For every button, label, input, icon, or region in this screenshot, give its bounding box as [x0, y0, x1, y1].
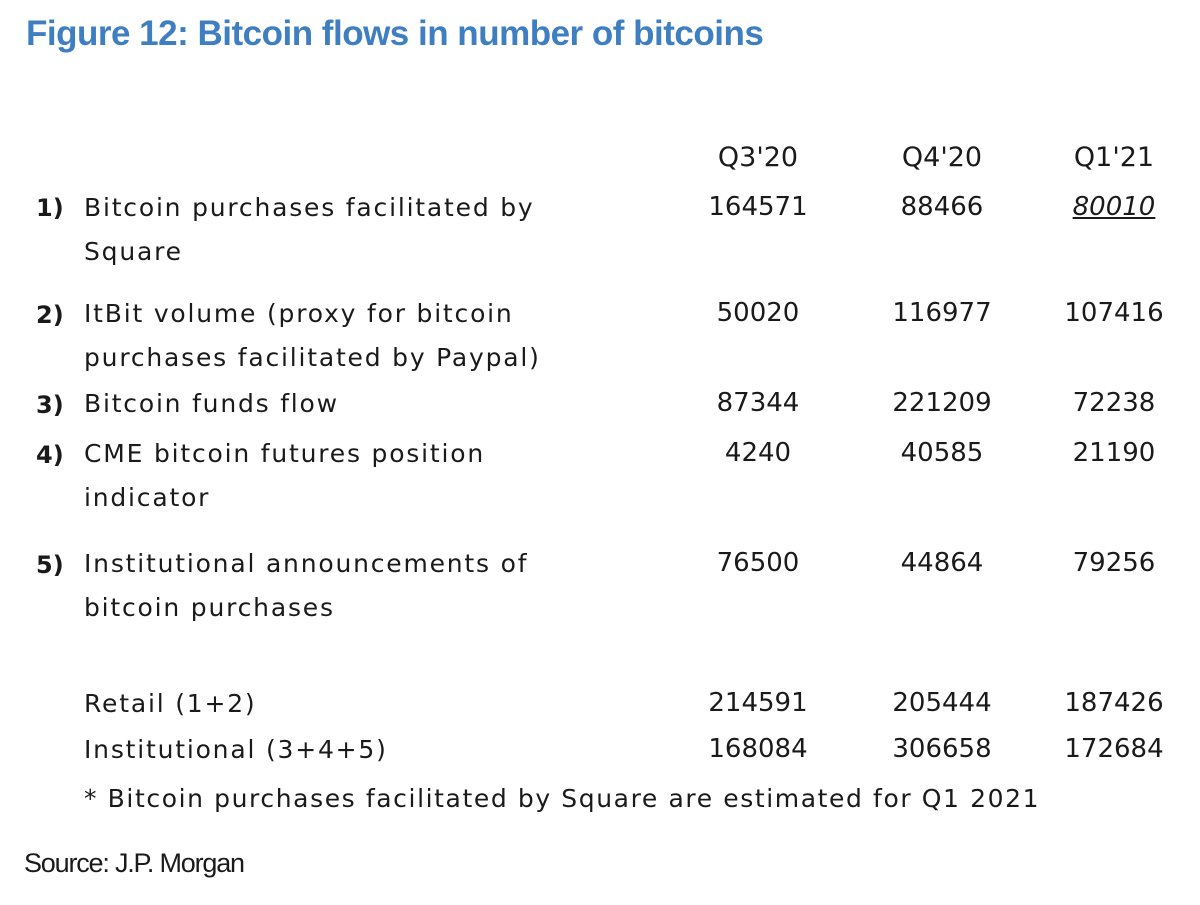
value-cell: 87344	[716, 388, 800, 418]
value-cell: 76500	[716, 548, 800, 578]
value-cell: 221209	[892, 388, 992, 418]
row-label: CME bitcoin futures position indicator	[84, 439, 485, 512]
row-number: 4)	[36, 441, 64, 469]
value-cell: 164571	[708, 192, 808, 222]
value-cell: 79256	[1072, 548, 1156, 578]
row-label: Institutional announcements of bitcoin p…	[84, 549, 529, 622]
column-header-q4-20: Q4'20	[901, 142, 983, 173]
value-cell: 306658	[892, 734, 992, 764]
value-cell: 50020	[716, 298, 800, 328]
row-number: 5)	[36, 551, 64, 579]
value-cell: 40585	[900, 438, 984, 468]
row-label: ItBit volume (proxy for bitcoin purchase…	[84, 299, 541, 372]
column-header-q3-20: Q3'20	[717, 142, 799, 173]
value-cell: 4240	[724, 438, 792, 468]
row-label: Bitcoin purchases facilitated by Square	[84, 193, 535, 266]
value-cell: 44864	[900, 548, 984, 578]
value-cell: 187426	[1064, 688, 1164, 718]
figure-title: Figure 12: Bitcoin flows in number of bi…	[26, 14, 764, 53]
value-cell: 168084	[708, 734, 808, 764]
value-cell: 214591	[708, 688, 808, 718]
row-number: 3)	[36, 391, 64, 419]
row-label: Institutional (3+4+5)	[84, 735, 388, 764]
estimated-value-cell: 80010	[1072, 192, 1156, 222]
row-number: 1)	[36, 194, 64, 222]
value-cell: 205444	[892, 688, 992, 718]
footnote: * Bitcoin purchases facilitated by Squar…	[84, 784, 1041, 813]
value-cell: 107416	[1064, 298, 1164, 328]
row-label: Retail (1+2)	[84, 689, 257, 718]
value-cell: 88466	[900, 192, 984, 222]
value-cell: 21190	[1072, 438, 1156, 468]
value-cell: 116977	[892, 298, 992, 328]
value-cell: 172684	[1064, 734, 1164, 764]
row-number: 2)	[36, 301, 64, 329]
row-label: Bitcoin funds flow	[84, 389, 339, 418]
source-note: Source: J.P. Morgan	[24, 848, 245, 878]
column-header-q1-21: Q1'21	[1073, 142, 1155, 173]
value-cell: 72238	[1072, 388, 1156, 418]
